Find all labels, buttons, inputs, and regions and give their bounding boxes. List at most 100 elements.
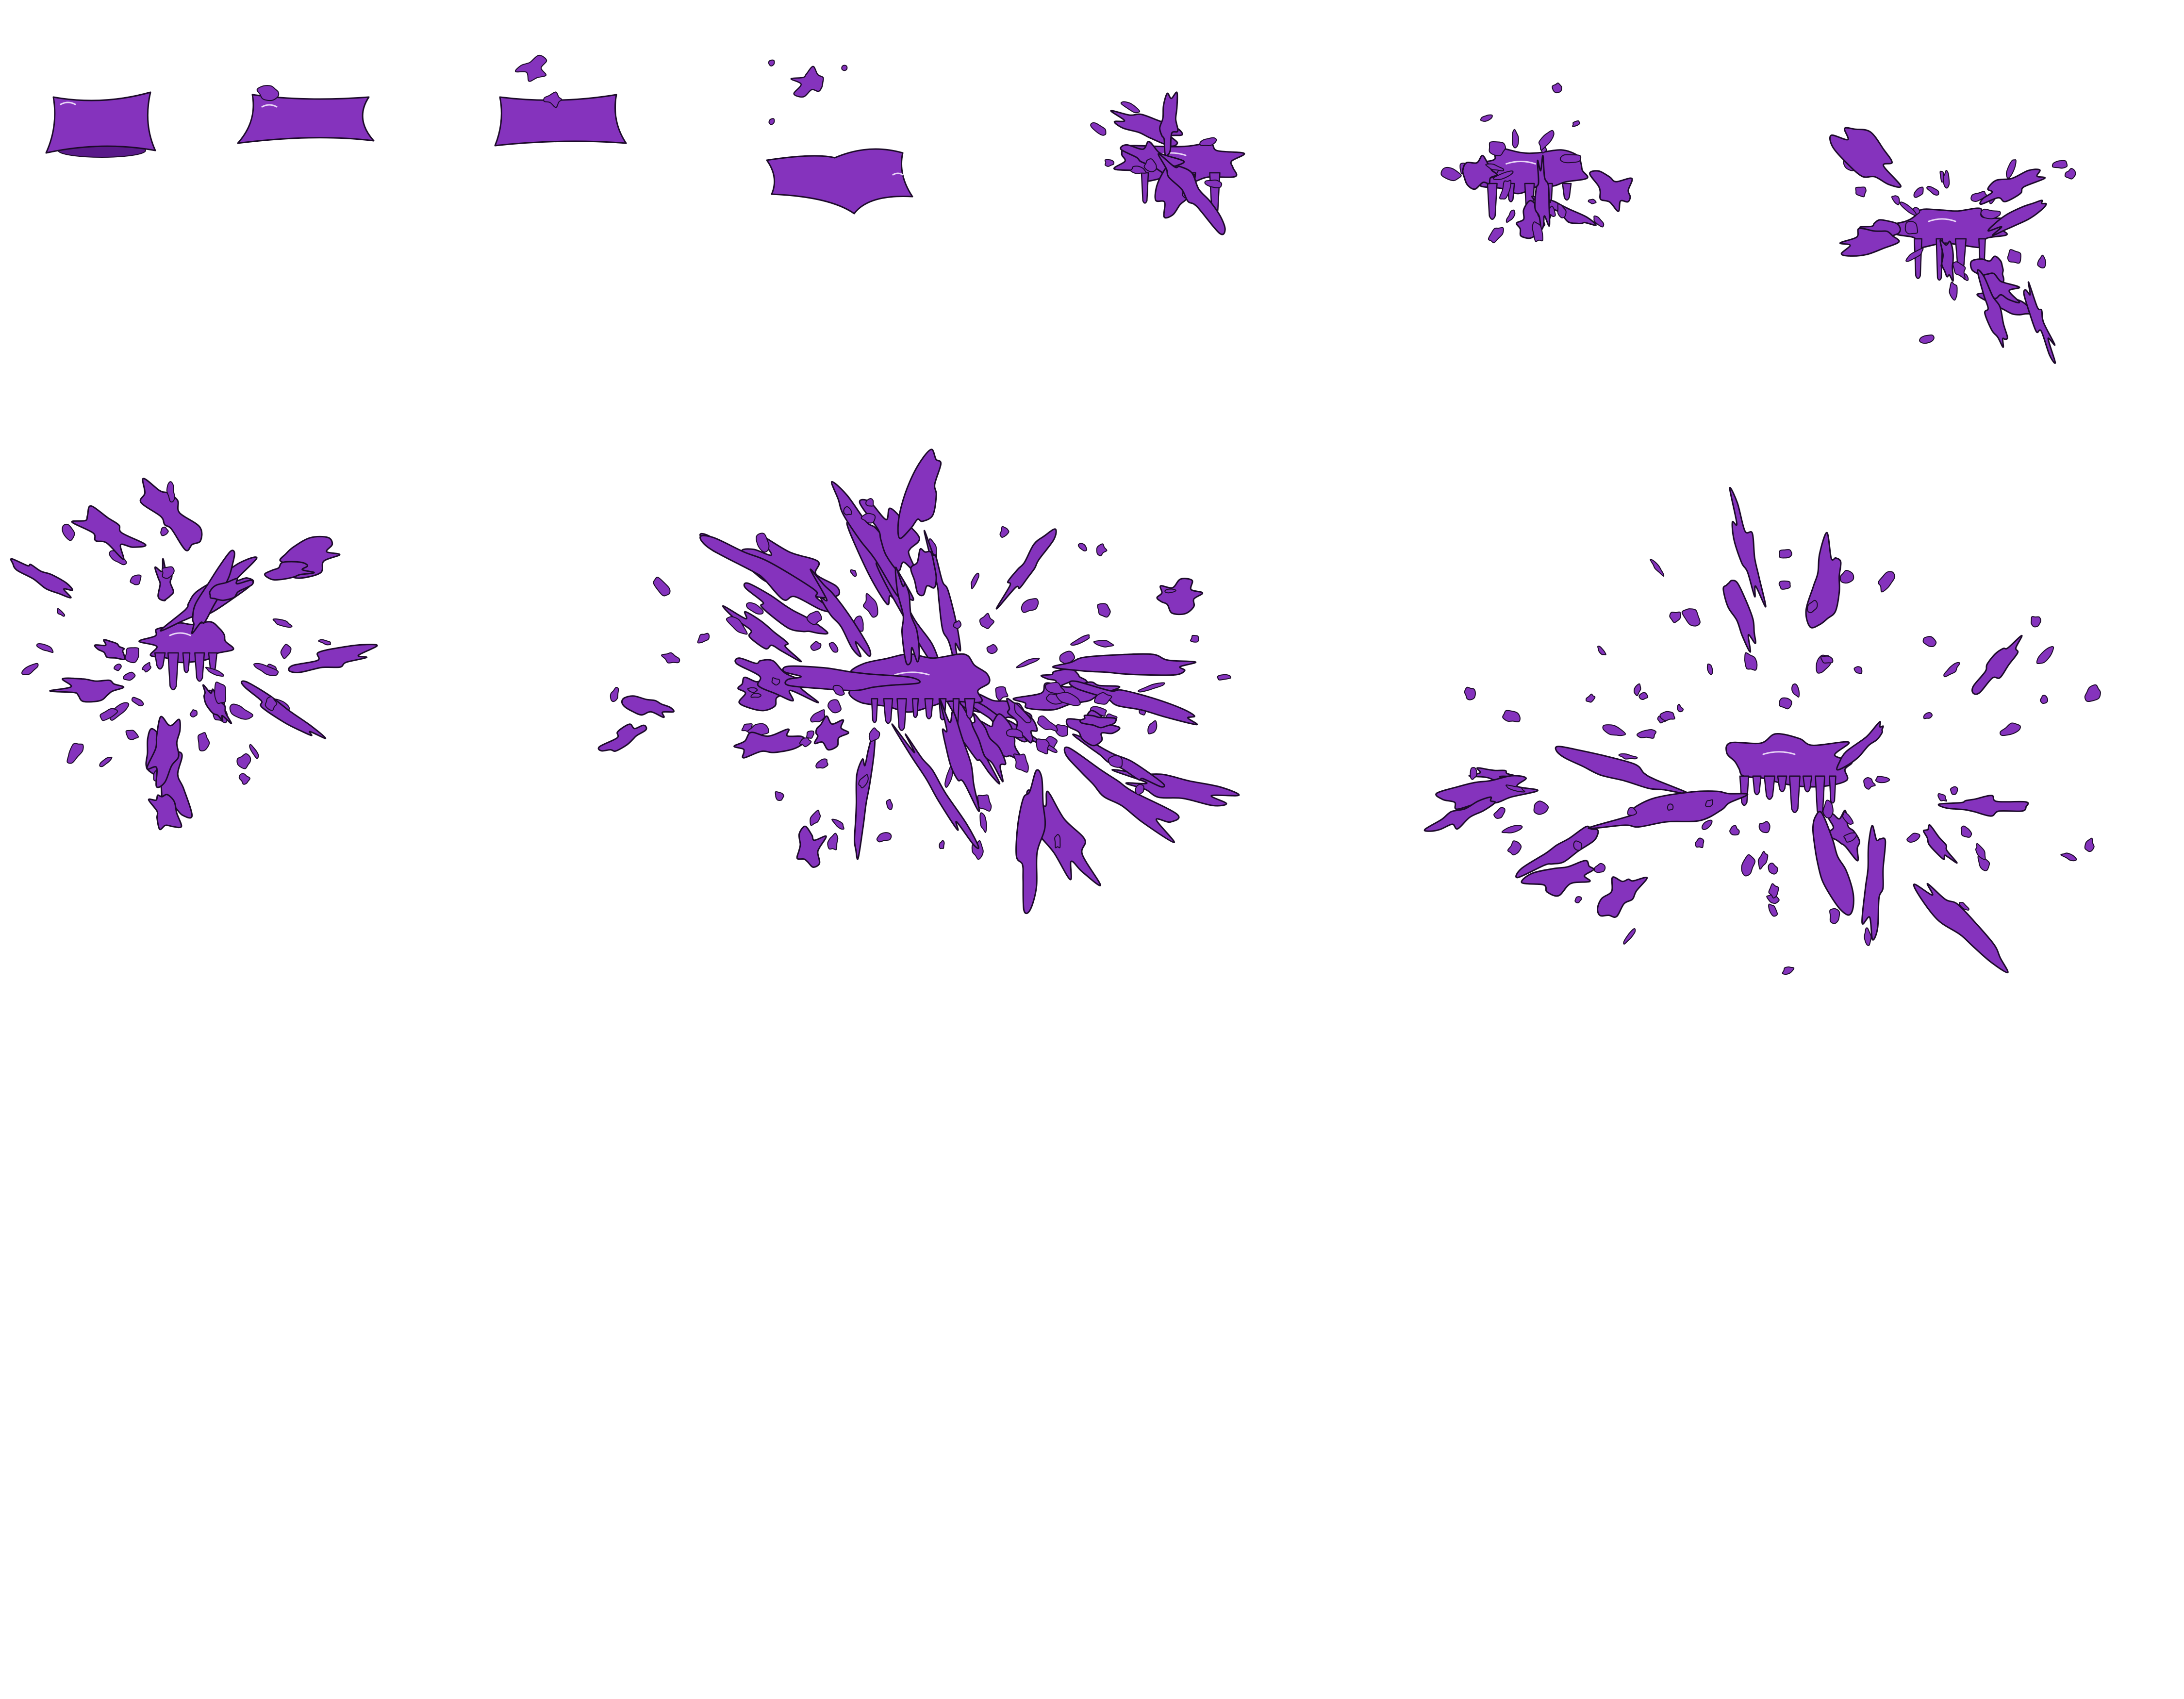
slime-fragment — [2000, 722, 2021, 736]
slime-fragment — [1960, 825, 1972, 838]
slime-fragment — [99, 708, 118, 721]
slime-fragment — [1533, 800, 1549, 815]
slime-fragment — [1052, 653, 1196, 676]
slime-fragment — [1158, 153, 1226, 235]
slime-fragment — [1971, 634, 2023, 695]
slime-fragment — [1534, 154, 1551, 230]
slime-fragment — [653, 577, 671, 597]
slime-fragment — [1820, 655, 1834, 664]
sprite-frame-6 — [1427, 58, 1655, 262]
slime-fragment — [1120, 101, 1141, 114]
slime-fragment — [1485, 163, 1505, 172]
slime-fragment — [1077, 543, 1088, 551]
slime-fragment — [146, 716, 181, 788]
slime-droplet — [841, 65, 848, 71]
slime-fragment — [1164, 588, 1176, 594]
slime-fragment — [1159, 91, 1179, 156]
slime-fragment — [1722, 580, 1756, 653]
slime-fragment — [953, 620, 962, 629]
slime-fragment — [1423, 796, 1496, 832]
slime-fragment — [2005, 159, 2017, 179]
slime-fragment — [1079, 714, 1117, 729]
sprite-frame-3 — [485, 53, 641, 165]
sprite-frame-7 — [1810, 78, 2121, 364]
slime-fragment — [1501, 825, 1523, 833]
slime-fragment — [71, 505, 147, 560]
slime-fragment — [1511, 129, 1519, 149]
slime-fragment — [1464, 686, 1476, 700]
slime-fragment — [1216, 674, 1231, 681]
slime-fragment — [272, 618, 293, 628]
slime-fragment — [1779, 549, 1792, 559]
slime-fragment — [831, 818, 844, 830]
slime-fragment — [876, 832, 892, 843]
slime-fragment — [2064, 168, 2076, 180]
slime-fragment — [2023, 281, 2056, 364]
slime-fragment — [1470, 767, 1477, 780]
slime-fragment — [1462, 154, 1498, 190]
slime-fragment — [1807, 600, 1818, 614]
sprite-frame-10 — [597, 449, 1247, 874]
slime-fragment — [1791, 683, 1800, 698]
slime-fragment — [1900, 201, 1917, 216]
sprite-frame-2 — [223, 73, 388, 160]
slime-fragment — [130, 574, 142, 585]
slime-fragment — [2007, 249, 2021, 264]
slime-drip — [896, 698, 907, 731]
slime-fragment — [1559, 154, 1582, 164]
slime-fragment — [209, 578, 254, 601]
slime-fragment — [1650, 559, 1665, 577]
slime-fragment — [1014, 703, 1032, 724]
slime-fragment — [161, 566, 175, 579]
slime-fragment — [986, 644, 998, 654]
slime-fragment — [1706, 663, 1713, 675]
slime-fragment — [1506, 784, 1525, 793]
slime-fragment — [610, 687, 619, 702]
slime-fragment — [1695, 837, 1704, 849]
slime-fragment — [1618, 753, 1638, 760]
slime-fragment — [114, 664, 122, 671]
slime-fragment — [1980, 208, 2001, 219]
slime-fragment — [1843, 832, 1857, 843]
slime-fragment — [1506, 209, 1516, 223]
slime-fragment — [1950, 786, 1958, 795]
slime-fragment — [810, 709, 826, 723]
slime-fragment — [810, 641, 822, 651]
slime-fragment — [1573, 840, 1582, 851]
slime-fragment — [1489, 141, 1506, 156]
slime-fragment — [2052, 160, 2068, 169]
slime-fragment — [1097, 603, 1111, 618]
slime-fragment — [1839, 569, 1854, 584]
slime-fragment — [1959, 902, 1969, 911]
slime-fragment — [1515, 825, 1599, 879]
slime-drip — [182, 652, 191, 673]
slime-fragment — [747, 687, 758, 693]
slime-fragment — [1875, 776, 1890, 783]
slime-fragment — [813, 715, 849, 751]
slime-fragment — [1842, 811, 1854, 825]
slime-fragment — [1979, 168, 2046, 205]
slime-fragment — [806, 611, 822, 625]
slime-drip — [154, 652, 166, 670]
slime-fragment — [1864, 927, 1872, 946]
slime-fragment — [1147, 720, 1158, 734]
slime-fragment — [166, 481, 176, 503]
slime-drip — [1739, 775, 1750, 806]
slime-fragment — [1937, 795, 2029, 817]
slime-fragment — [21, 663, 39, 675]
slime-highlight — [1506, 161, 1536, 165]
slime-highlight — [1928, 218, 1956, 222]
slime-fragment — [722, 605, 802, 663]
slime-fragment — [1757, 850, 1769, 870]
slime-fragment — [124, 647, 140, 664]
slime-fragment — [697, 633, 710, 644]
slime-fragment — [142, 662, 151, 673]
slime-fragment — [1521, 860, 1595, 897]
slime-fragment — [1923, 712, 1933, 719]
slime-fragment — [1768, 883, 1779, 899]
slime-fragment — [830, 481, 914, 601]
slime-fragment — [1499, 180, 1512, 200]
slime-fragment — [1805, 532, 1842, 629]
slime-fragment — [621, 695, 675, 718]
slime-fragment — [1006, 728, 1024, 739]
